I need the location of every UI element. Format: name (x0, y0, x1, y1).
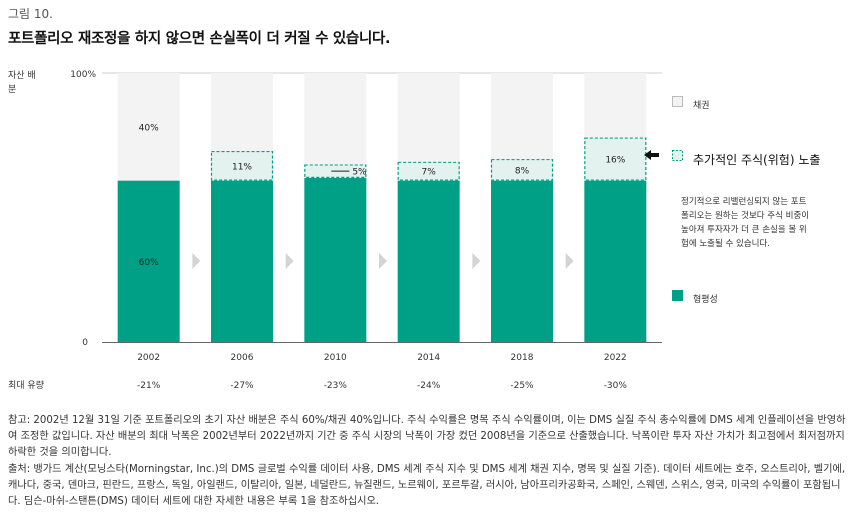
chevron-right-icon (192, 253, 201, 269)
max-drawdown-label: 최대 유량 (8, 379, 44, 391)
x-tick-label: 2002 (137, 353, 160, 363)
data-label: 60% (139, 258, 159, 268)
bar-segment-bond (397, 73, 460, 162)
max-drawdown-value: -24% (417, 381, 441, 391)
legend-label-extra: 추가적인 주식(위험) 노출 (693, 153, 821, 167)
chevron-right-icon (472, 253, 481, 269)
legend-label-equity: 형평성 (693, 295, 718, 305)
x-tick-label: 2018 (511, 353, 534, 363)
figure-label: 그림 10. (8, 7, 53, 21)
bar-segment-extra (491, 159, 553, 181)
chevron-right-icon (285, 253, 294, 269)
figure-title: 포트폴리오 재조정을 하지 않으면 손실폭이 더 커질 수 있습니다. (8, 31, 391, 47)
legend-note: 정기적으로 리밸런싱되지 않는 포트폴리오는 원하는 것보다 주식 비중이 높아… (681, 197, 810, 249)
bar-segment-bond (117, 73, 180, 181)
y-axis-label-line-1: 자산 배 (8, 70, 36, 81)
legend-swatch-equity (672, 290, 683, 301)
footnotes: 참고: 2002년 12월 31일 기준 포트폴리오의 초기 자산 배분은 주식… (8, 413, 846, 511)
x-tick-label: 2010 (324, 353, 347, 363)
bar-segment-equity (211, 180, 273, 342)
max-drawdown-value: -25% (510, 381, 534, 391)
bar-segment-bond (491, 73, 553, 160)
bar-segment-bond (584, 73, 647, 138)
legend-label-bond: 채권 (693, 101, 710, 111)
bar-segment-bond (304, 73, 367, 165)
max-drawdown-value: -30% (604, 381, 628, 391)
bar-segment-extra-border (210, 150, 274, 181)
bar-segment-extra (584, 137, 647, 181)
bar-segment-equity (117, 180, 180, 342)
bar-segment-equity (304, 177, 367, 342)
bar-segment-extra-border (490, 158, 554, 181)
bar-segment-extra-border (397, 161, 460, 181)
bar-segment-equity (491, 180, 553, 342)
footnote-source: 출처: 뱅가드 계산(모닝스타(Morningstar, Inc.)의 DMS … (8, 464, 846, 507)
chevron-right-icon (565, 253, 574, 269)
data-label: 16% (605, 156, 625, 166)
arrow-left-icon (644, 150, 659, 160)
bar-segment-extra (397, 161, 460, 181)
x-tick-label: 2022 (604, 353, 627, 363)
data-label: 5% (352, 168, 367, 178)
footnote-note: 참고: 2002년 12월 31일 기준 포트폴리오의 초기 자산 배분은 주식… (8, 415, 846, 458)
data-label: 8% (515, 166, 530, 176)
data-label: 7% (422, 168, 437, 178)
legend-swatch-extra (672, 150, 683, 161)
data-label: 40% (139, 123, 159, 133)
y-axis-label-line-2: 분 (8, 84, 16, 95)
bar-segment-extra-border (304, 164, 367, 179)
bar-segment-extra (211, 151, 273, 181)
stacked-bar-chart: 자산 배분 100% 0 60% 40% 2002 -21% 11% 2006 -27% 5% 201… (8, 70, 662, 391)
bar-segment-extra-border (584, 137, 647, 181)
max-drawdown-value: -23% (324, 381, 348, 391)
bar-segment-equity (584, 180, 647, 342)
y-tick-label: 100% (70, 70, 96, 80)
data-label: 11% (232, 162, 252, 172)
bar-segment-equity (397, 180, 460, 342)
legend-swatch-bond (672, 96, 683, 107)
chevron-right-icon (379, 253, 387, 269)
y-tick-label: 0 (82, 338, 88, 348)
max-drawdown-value: -21% (137, 381, 161, 391)
x-tick-label: 2006 (231, 353, 254, 363)
max-drawdown-value: -27% (230, 381, 254, 391)
x-tick-label: 2014 (417, 353, 440, 363)
bar-segment-bond (211, 73, 273, 152)
